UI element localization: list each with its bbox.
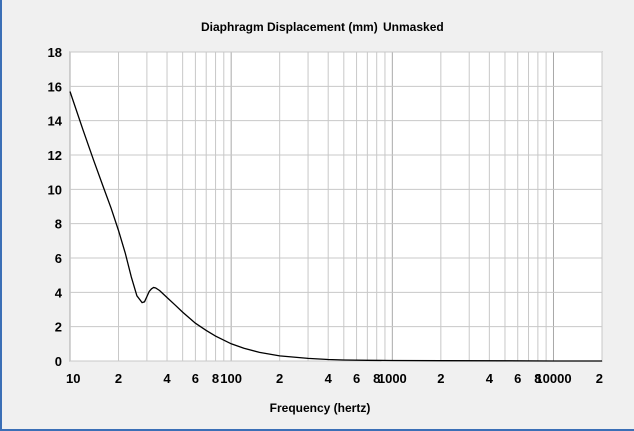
y-tick-label: 10 [48,182,62,197]
y-tick-label: 2 [55,320,62,335]
x-tick-label: 4 [325,371,333,386]
y-tick-label: 8 [55,217,62,232]
x-tick-label: 100 [220,371,242,386]
y-tick-label: 4 [55,285,63,300]
plot-area [69,51,603,362]
x-tick-label: 10 [66,371,80,386]
y-tick-label: 6 [55,251,62,266]
chart-title: Diaphragm Displacement (mm) [201,20,378,34]
x-tick-label: 2 [596,371,603,386]
x-tick-label: 8 [534,371,541,386]
displacement-line [69,91,602,362]
x-tick-label: 6 [353,371,360,386]
y-tick-label: 16 [48,79,62,94]
x-tick-label: 6 [514,371,521,386]
x-tick-label: 2 [437,371,444,386]
x-tick-label: 8 [373,371,380,386]
y-tick-label: 0 [55,354,62,369]
x-tick-label: 8 [212,371,219,386]
x-axis-label: Frequency (hertz) [270,401,371,415]
y-tick-label: 14 [48,114,63,129]
x-tick-label: 1000 [378,371,407,386]
y-tick-label: 18 [48,45,62,60]
x-tick-label: 4 [163,371,171,386]
x-tick-label: 2 [115,371,122,386]
x-tick-label: 2 [276,371,283,386]
y-tick-labels: 0 2 4 6 8 10 12 14 16 18 [48,45,63,369]
x-tick-label: 4 [486,371,494,386]
grid-lines [69,51,603,362]
x-tick-label: 10000 [535,371,571,386]
chart-subtitle: Unmasked [383,20,444,34]
y-tick-label: 12 [48,148,62,163]
x-tick-label: 6 [192,371,199,386]
